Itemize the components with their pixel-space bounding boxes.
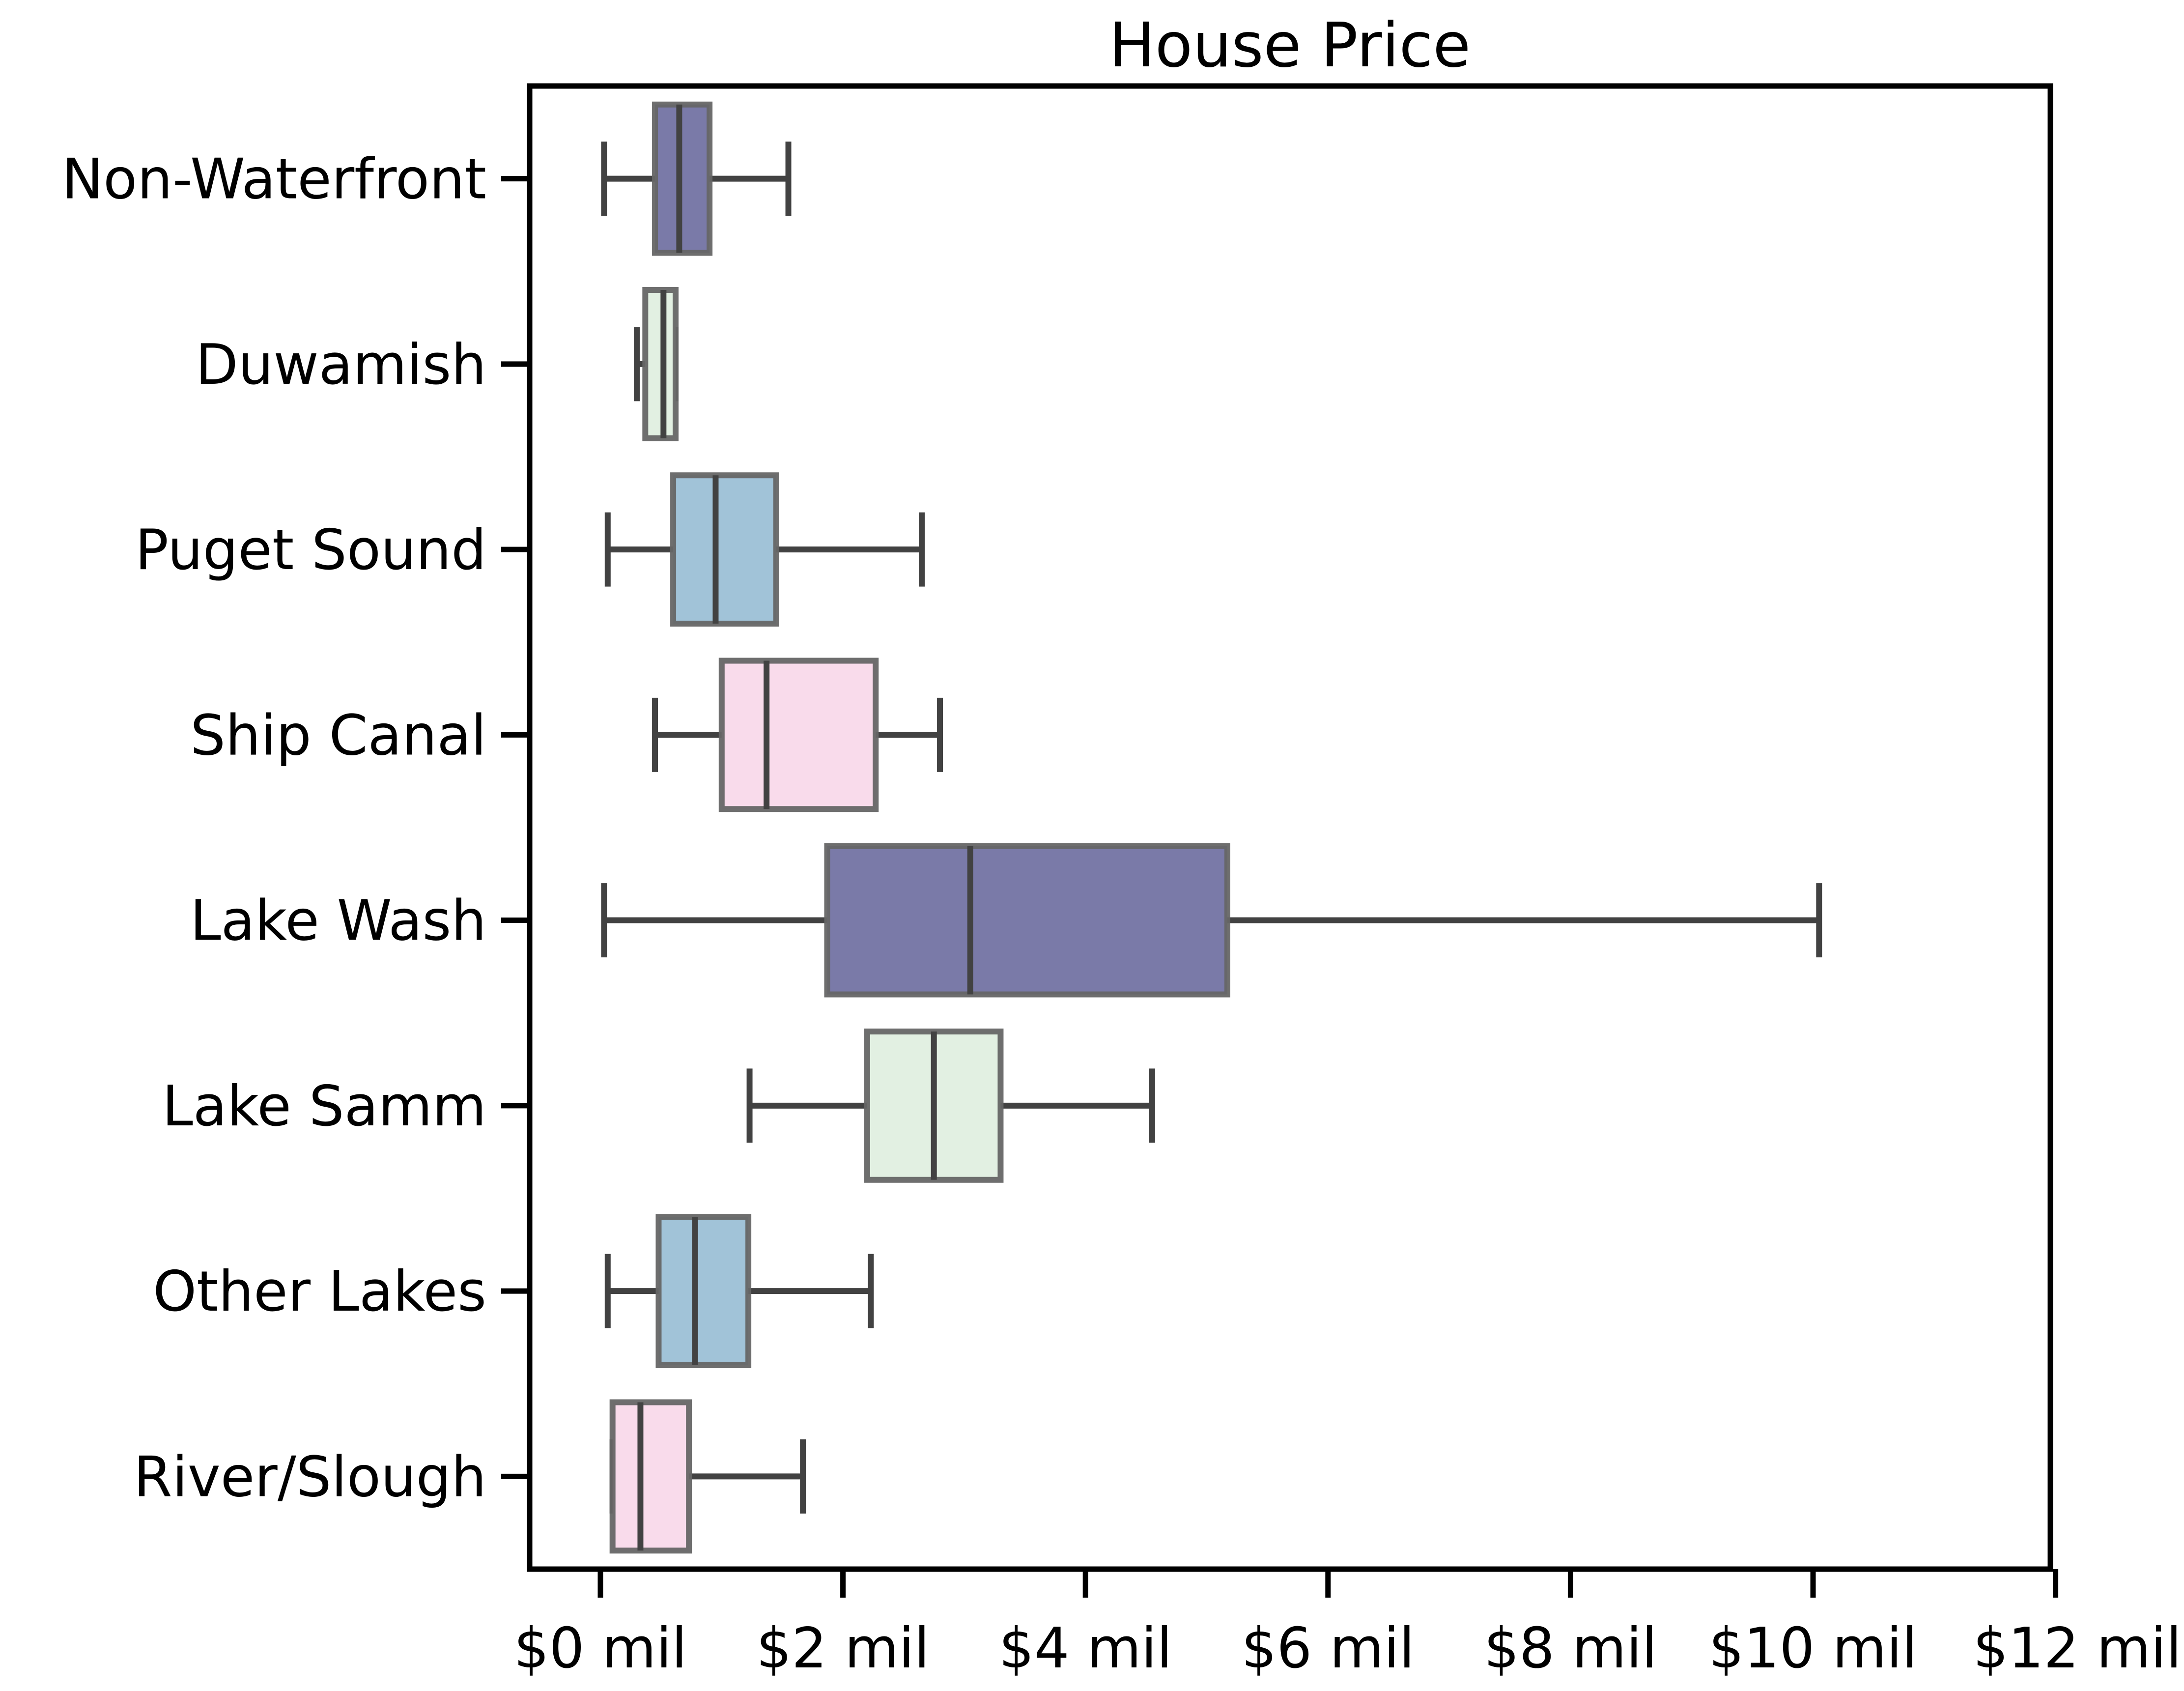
box-group [609,1399,806,1554]
x-tick-label: $4 mil [999,1616,1172,1681]
box-group [652,658,943,812]
box-group [634,287,679,441]
x-tick-label: $2 mil [756,1616,930,1681]
boxes-layer [601,101,1822,1554]
box-group [601,101,792,256]
y-tick-label: Ship Canal [190,703,486,768]
chart-title: House Price [1109,10,1471,81]
y-tick-label: River/Slough [134,1444,486,1509]
y-axis: Non-Waterfront Duwamish Puget Sound Ship Ca… [62,147,530,1509]
box-group [601,843,1822,998]
box-iqr [609,1399,692,1554]
y-tick-label: Lake Samm [162,1074,486,1139]
box-iqr [718,658,879,812]
box-iqr [824,843,1230,998]
plot-frame [527,83,2053,1572]
box-iqr [655,1214,752,1369]
box-iqr [670,472,779,627]
y-tick-label: Puget Sound [135,517,486,582]
x-tick-label: $6 mil [1242,1616,1415,1681]
box-group [604,1214,874,1369]
x-tick-label: $12 mil [1973,1616,2182,1681]
x-axis: $0 mil $2 mil $4 mil $6 mil $8 mil $10 mil $12… [514,1569,2182,1681]
box-iqr [642,287,679,441]
box-iqr [652,101,713,256]
y-tick-label: Duwamish [196,332,486,397]
box-group [746,1028,1155,1183]
x-tick-label: $0 mil [514,1616,687,1681]
y-tick-label: Lake Wash [190,888,486,953]
box-group [604,472,925,627]
x-tick-label: $10 mil [1709,1616,1917,1681]
y-tick-label: Other Lakes [153,1259,486,1324]
x-tick-label: $8 mil [1484,1616,1657,1681]
y-tick-label: Non-Waterfront [62,147,486,212]
